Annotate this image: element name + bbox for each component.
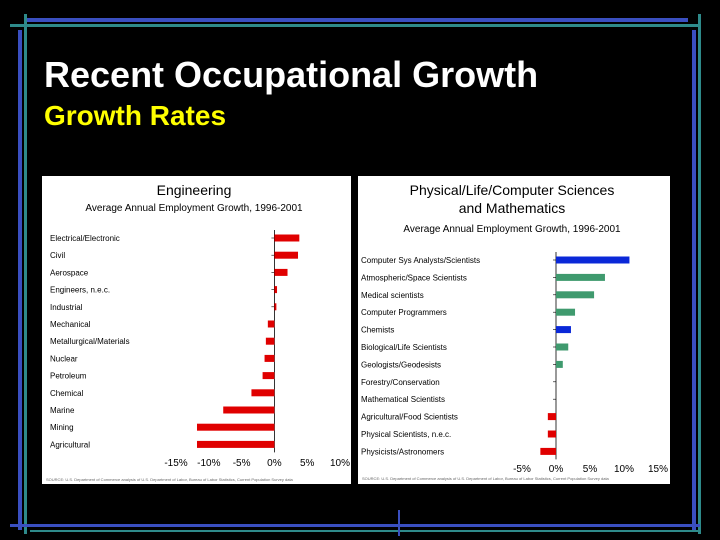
x-tick-label: 15% — [648, 464, 668, 475]
bar — [556, 256, 630, 264]
category-label: Forestry/Conservation — [361, 378, 440, 387]
x-tick-label: -10% — [197, 458, 220, 469]
bar — [196, 440, 275, 448]
bar — [274, 286, 278, 294]
category-label: Metallurgical/Materials — [50, 337, 130, 346]
chart-source-note: SOURCE: U.S. Department of Commerce anal… — [46, 477, 294, 482]
bar — [556, 273, 605, 281]
category-label: Biological/Life Scientists — [361, 343, 447, 352]
bar — [267, 320, 275, 328]
bar — [556, 308, 576, 316]
engineering-chart: Engineering Average Annual Employment Gr… — [46, 182, 350, 482]
decor-top-line-2 — [10, 24, 700, 27]
category-label: Aerospace — [50, 268, 89, 277]
chart-subtitle: Average Annual Employment Growth, 1996-2… — [85, 203, 303, 214]
chart-title-line-2: and Mathematics — [459, 200, 566, 216]
category-label: Computer Programmers — [361, 308, 447, 317]
decor-right-line-2 — [698, 14, 701, 534]
x-tick-label: 5% — [300, 458, 315, 469]
x-tick-label: 5% — [583, 464, 598, 475]
bar — [274, 303, 277, 311]
chart-source-note: SOURCE: U.S. Department of Commerce anal… — [362, 476, 610, 481]
x-tick-label: -15% — [164, 458, 187, 469]
slide-subtitle: Growth Rates — [44, 100, 227, 131]
chart-title: Engineering — [157, 182, 232, 198]
x-tick-label: 10% — [614, 464, 634, 475]
bar — [251, 389, 275, 397]
category-label: Computer Sys Analysts/Scientists — [361, 256, 480, 265]
category-label: Civil — [50, 251, 65, 260]
bar — [540, 447, 556, 455]
category-label: Chemists — [361, 326, 394, 335]
slide-title: Recent Occupational Growth — [44, 54, 539, 95]
category-label: Mathematical Scientists — [361, 395, 445, 404]
chart-title-line-1: Physical/Life/Computer Sciences — [410, 182, 615, 198]
bar — [274, 234, 300, 242]
category-label: Nuclear — [50, 354, 78, 363]
category-label: Agricultural — [50, 440, 90, 449]
category-label: Physicists/Astronomers — [361, 447, 444, 456]
category-label: Mechanical — [50, 320, 91, 329]
decor-bottom-line-2 — [30, 530, 700, 532]
category-label: Marine — [50, 406, 75, 415]
x-tick-label: 0% — [267, 458, 282, 469]
decor-bottom-tick — [398, 510, 400, 536]
category-label: Engineers, n.e.c. — [50, 286, 110, 295]
x-tick-label: 0% — [549, 464, 564, 475]
category-label: Electrical/Electronic — [50, 234, 120, 243]
sciences-chart: Physical/Life/Computer Sciences and Math… — [361, 182, 668, 481]
decor-left-line — [18, 30, 22, 530]
bar — [223, 406, 275, 414]
x-tick-label: -5% — [233, 458, 251, 469]
x-tick-label: 10% — [330, 458, 350, 469]
engineering-chart-panel: Engineering Average Annual Employment Gr… — [42, 176, 351, 484]
bar — [547, 430, 556, 438]
bar — [556, 326, 571, 334]
bar — [264, 354, 275, 362]
category-label: Industrial — [50, 303, 83, 312]
category-label: Physical Scientists, n.e.c. — [361, 430, 451, 439]
category-label: Atmospheric/Space Scientists — [361, 273, 467, 282]
decor-bottom-line — [10, 524, 700, 527]
decor-top-line — [24, 18, 688, 22]
bar — [265, 337, 275, 345]
bar — [274, 268, 288, 276]
chart-subtitle: Average Annual Employment Growth, 1996-2… — [403, 224, 621, 235]
category-label: Petroleum — [50, 372, 87, 381]
bar — [556, 360, 563, 368]
decor-left-line-2 — [24, 14, 27, 534]
category-label: Geologists/Geodesists — [361, 360, 441, 369]
category-label: Mining — [50, 423, 74, 432]
sciences-chart-panel: Physical/Life/Computer Sciences and Math… — [358, 176, 670, 484]
bar — [547, 413, 556, 421]
bar — [274, 251, 299, 259]
x-tick-label: -5% — [513, 464, 531, 475]
decor-right-line — [692, 30, 696, 530]
category-label: Chemical — [50, 389, 84, 398]
bar — [556, 343, 569, 351]
category-label: Agricultural/Food Scientists — [361, 413, 458, 422]
bar — [196, 423, 275, 431]
bar — [262, 372, 275, 380]
bar — [556, 291, 595, 299]
category-label: Medical scientists — [361, 291, 424, 300]
